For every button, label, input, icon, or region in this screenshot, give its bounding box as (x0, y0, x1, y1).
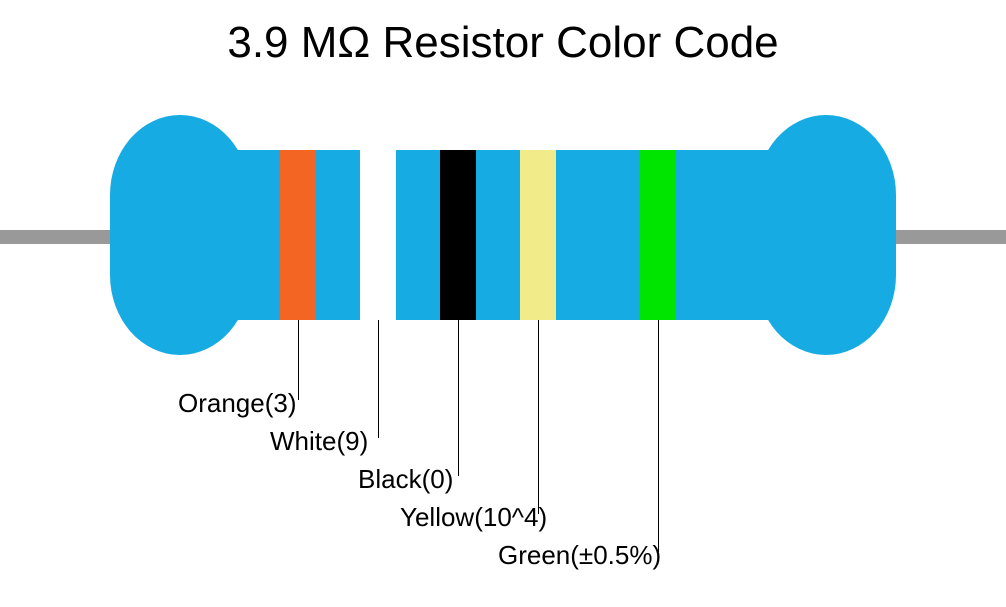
band-green (640, 150, 676, 320)
callout-line-white (378, 320, 379, 438)
callout-label-orange: Orange(3) (178, 388, 297, 419)
callout-label-black: Black(0) (358, 464, 453, 495)
band-white (360, 150, 396, 320)
callout-line-black (458, 320, 459, 476)
callout-line-green (658, 320, 659, 552)
band-orange (280, 150, 316, 320)
callout-line-yellow (538, 320, 539, 514)
callout-label-white: White(9) (270, 426, 368, 457)
band-black (440, 150, 476, 320)
callout-label-green: Green(±0.5%) (498, 540, 661, 571)
callout-line-orange (298, 320, 299, 400)
callout-label-yellow: Yellow(10^4) (400, 502, 547, 533)
band-yellow (520, 150, 556, 320)
resistor-diagram (0, 90, 1006, 390)
diagram-title: 3.9 MΩ Resistor Color Code (0, 18, 1006, 68)
